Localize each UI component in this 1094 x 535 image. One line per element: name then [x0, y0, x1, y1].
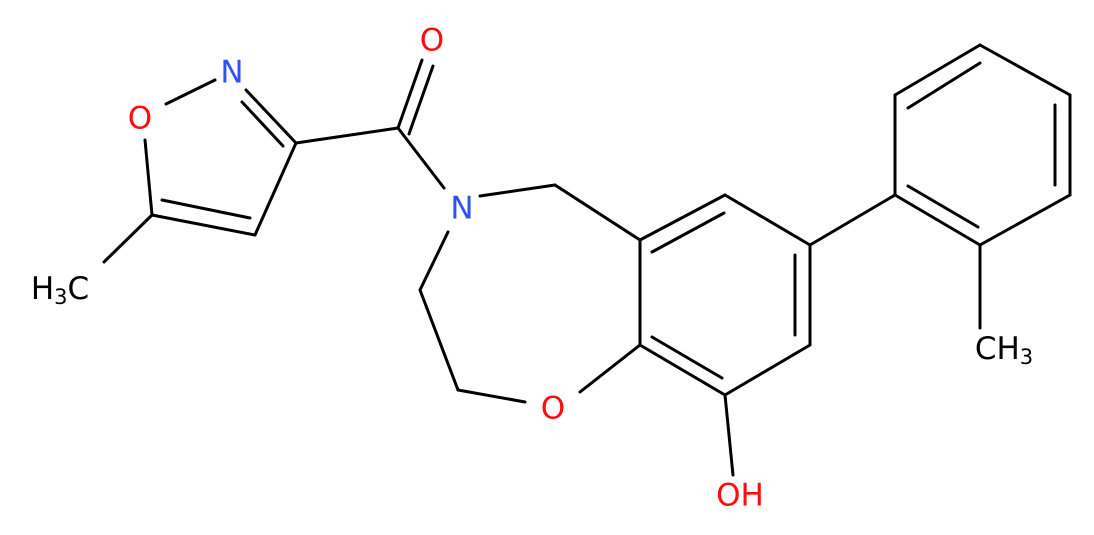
- bond: [478, 183, 557, 198]
- bond: [650, 335, 724, 380]
- bond: [102, 213, 154, 264]
- bond: [978, 43, 1072, 97]
- bond: [396, 58, 424, 130]
- atom-label: N: [450, 191, 473, 227]
- bond: [723, 193, 812, 247]
- bond: [143, 138, 154, 217]
- bond: [456, 388, 527, 404]
- bond: [978, 193, 1072, 247]
- bond: [906, 184, 980, 229]
- bond: [253, 141, 298, 237]
- atom-label: OH: [716, 478, 764, 514]
- atom-label: O: [541, 391, 565, 427]
- bond: [723, 343, 812, 397]
- atom-label-subscript: 3: [54, 285, 67, 309]
- bond: [906, 61, 982, 110]
- bond: [638, 343, 727, 397]
- bond: [893, 43, 982, 97]
- bond: [396, 126, 446, 190]
- atom-label: O: [128, 101, 152, 137]
- bond: [808, 193, 897, 247]
- atom-label: CH3: [975, 331, 1033, 370]
- bond: [294, 126, 400, 145]
- atom-label: H3C: [31, 271, 89, 310]
- bond: [893, 193, 982, 247]
- atom-label: O: [420, 23, 444, 59]
- bond: [418, 288, 460, 392]
- atom-label-part: C: [68, 271, 90, 307]
- atom-label-part: H: [31, 271, 54, 307]
- atom-labels: O N O H3C N O OH CH3: [31, 23, 1033, 514]
- bond: [164, 78, 217, 106]
- bond: [650, 211, 726, 254]
- bond: [160, 198, 252, 220]
- bond: [407, 64, 435, 136]
- bonds: [102, 43, 1072, 477]
- bond: [150, 213, 257, 237]
- atom-label-subscript: 3: [1020, 345, 1033, 369]
- bond: [723, 393, 735, 477]
- bond: [553, 183, 642, 242]
- bond: [418, 230, 450, 292]
- bond: [240, 100, 285, 148]
- atom-label: N: [220, 55, 243, 91]
- bond: [638, 193, 727, 242]
- bond: [244, 88, 298, 145]
- bond: [578, 343, 642, 394]
- atom-label-part: CH: [975, 331, 1020, 367]
